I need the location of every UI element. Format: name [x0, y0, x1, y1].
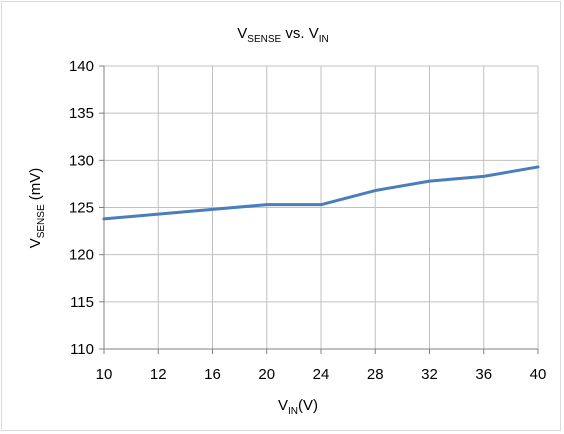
x-tick-label: 32: [421, 366, 438, 383]
y-tick-label: 110: [70, 341, 94, 358]
x-tick-label: 36: [475, 366, 492, 383]
x-tick-label: 10: [96, 366, 113, 383]
y-axis-title: VSENSE (mV): [27, 168, 47, 249]
series-line: [102, 165, 540, 221]
x-tick-label: 40: [530, 366, 547, 383]
axes: [99, 65, 539, 354]
x-tick-label: 28: [367, 366, 384, 383]
x-tick-label: 12: [150, 366, 167, 383]
y-tick-label: 120: [69, 247, 94, 264]
x-tick-label: 24: [313, 366, 330, 383]
x-tick-labels: 10 12 16 20 24 28 32 36 40: [96, 366, 547, 383]
gridlines: [104, 65, 539, 349]
y-tick-label: 130: [69, 152, 94, 169]
y-tick-label: 125: [69, 200, 94, 217]
y-tick-label: 140: [69, 58, 94, 75]
chart-title: VSENSE vs. VIN: [237, 25, 328, 45]
y-tick-labels: 110 115 120 125 130 135 140: [69, 58, 94, 358]
y-tick-label: 115: [70, 294, 94, 311]
series: [102, 165, 540, 221]
x-tick-label: 16: [204, 366, 221, 383]
x-axis-title: VIN(V): [278, 397, 318, 417]
x-tick-label: 20: [258, 366, 275, 383]
y-tick-label: 135: [69, 105, 94, 122]
